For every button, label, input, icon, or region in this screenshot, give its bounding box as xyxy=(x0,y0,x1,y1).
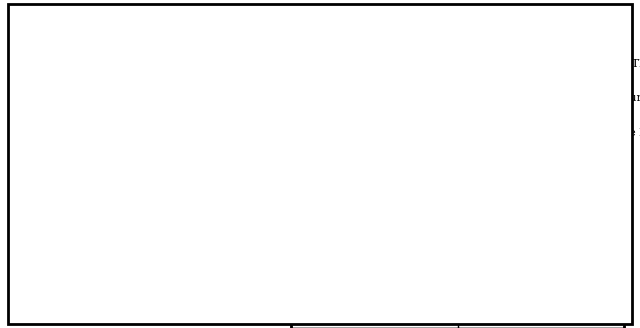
Text: Question 2: Question 2 xyxy=(35,23,124,37)
Text: Time: Time xyxy=(365,200,397,211)
FancyBboxPatch shape xyxy=(291,225,624,259)
Text: capacity = 1400 pc/ hr.: capacity = 1400 pc/ hr. xyxy=(74,162,208,172)
Text: factor, the design hourly volume, and determine the number of lanes required for: factor, the design hourly volume, and de… xyxy=(74,128,640,138)
Text: 2800: 2800 xyxy=(520,237,548,247)
Text: [5 marks]: [5 marks] xyxy=(568,162,624,172)
Text: traffic stream contains 5% trucks and 10% buses.  Calculate the peak hour volume: traffic stream contains 5% trucks and 10… xyxy=(74,93,640,103)
Text: 16:45 – 17:00: 16:45 – 17:00 xyxy=(342,271,420,281)
Text: 17:00 – 17:15: 17:00 – 17:15 xyxy=(342,306,420,316)
Text: I.: I. xyxy=(35,59,44,69)
FancyBboxPatch shape xyxy=(291,259,624,294)
Text: 2400: 2400 xyxy=(520,306,548,316)
Text: The following table shows the traffic counts recorded during the peak hour for a: The following table shows the traffic co… xyxy=(74,59,640,69)
Text: 3400: 3400 xyxy=(520,271,548,281)
FancyBboxPatch shape xyxy=(291,294,624,328)
Text: Vehicle count (veh.): Vehicle count (veh.) xyxy=(470,200,598,211)
FancyBboxPatch shape xyxy=(291,187,624,225)
Text: 16:30 – 16:45: 16:30 – 16:45 xyxy=(342,237,420,247)
